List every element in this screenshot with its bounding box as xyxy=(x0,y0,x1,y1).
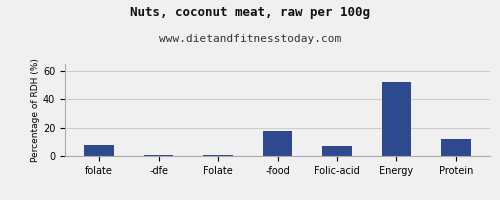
Text: www.dietandfitnesstoday.com: www.dietandfitnesstoday.com xyxy=(159,34,341,44)
Bar xyxy=(203,155,233,156)
Bar xyxy=(322,146,352,156)
Bar xyxy=(262,131,292,156)
Text: Nuts, coconut meat, raw per 100g: Nuts, coconut meat, raw per 100g xyxy=(130,6,370,19)
Bar xyxy=(144,155,174,156)
Y-axis label: Percentage of RDH (%): Percentage of RDH (%) xyxy=(31,58,40,162)
Bar xyxy=(382,82,411,156)
Bar xyxy=(441,139,470,156)
Bar xyxy=(84,145,114,156)
